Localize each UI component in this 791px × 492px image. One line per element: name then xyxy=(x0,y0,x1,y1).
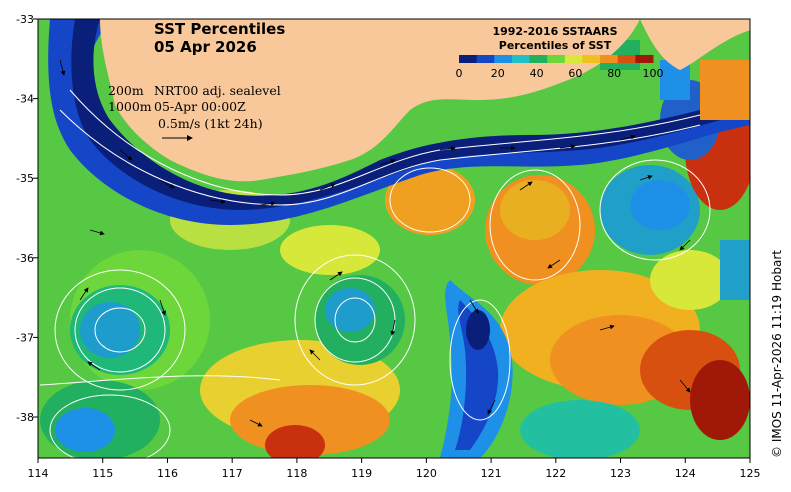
contour-depth-1000: 1000m xyxy=(108,99,152,114)
map-date: 05 Apr 2026 xyxy=(154,38,257,56)
legend-swatch xyxy=(459,55,478,63)
legend-tick-label: 0 xyxy=(456,67,463,80)
x-tick-label: 121 xyxy=(481,467,502,480)
x-tick-label: 115 xyxy=(92,467,113,480)
legend-swatch xyxy=(600,55,619,63)
x-tick-label: 123 xyxy=(610,467,631,480)
legend-swatch xyxy=(635,55,654,63)
x-tick-label: 117 xyxy=(222,467,243,480)
x-tick-label: 116 xyxy=(157,467,178,480)
plot-area xyxy=(38,19,750,458)
legend-swatch xyxy=(511,55,531,63)
y-tick-label: -33 xyxy=(16,13,34,26)
legend-subtitle: Percentiles of SST xyxy=(499,39,612,52)
legend-swatch xyxy=(617,55,636,63)
legend-swatch xyxy=(476,55,495,63)
legend-swatch xyxy=(494,55,513,63)
sst-field xyxy=(40,19,750,458)
x-tick-label: 120 xyxy=(416,467,437,480)
x-tick-label: 119 xyxy=(351,467,372,480)
plot-frame xyxy=(37,18,751,459)
arrow-scale-label: 0.5m/s (1kt 24h) xyxy=(158,116,263,131)
legend-tick-label: 100 xyxy=(643,67,664,80)
x-tick-label: 118 xyxy=(286,467,307,480)
y-tick-label: -35 xyxy=(16,172,34,185)
x-tick-label: 122 xyxy=(545,467,566,480)
map-title: SST Percentiles xyxy=(154,20,285,38)
y-tick-label: -36 xyxy=(16,252,34,265)
legend-swatch xyxy=(547,55,566,63)
legend-swatch xyxy=(529,55,548,63)
legend-colorbar xyxy=(459,55,654,63)
sealevel-source: NRT00 adj. sealevel xyxy=(154,83,281,98)
legend-tick-label: 20 xyxy=(491,67,505,80)
legend-swatch xyxy=(564,55,583,63)
contour-depth-200: 200m xyxy=(108,83,144,98)
x-axis: 114 115 116 117 118 119 120 121 122 123 124 125 xyxy=(28,458,761,480)
legend-title: 1992-2016 SSTAARS xyxy=(492,25,617,38)
legend-tick-label: 80 xyxy=(607,67,621,80)
x-tick-label: 125 xyxy=(740,467,761,480)
legend-swatch xyxy=(582,55,601,63)
legend-tick-label: 60 xyxy=(568,67,582,80)
current-arrows xyxy=(59,59,691,427)
y-tick-label: -37 xyxy=(16,331,34,344)
legend-tick-label: 40 xyxy=(530,67,544,80)
y-tick-label: -34 xyxy=(16,93,34,106)
x-tick-label: 124 xyxy=(675,467,696,480)
y-tick-label: -38 xyxy=(16,411,34,424)
credit-text: © IMOS 11-Apr-2026 11:19 Hobart xyxy=(770,250,784,458)
y-axis: -33 -34 -35 -36 -37 -38 xyxy=(16,13,38,424)
legend-ticks: 0 20 40 60 80 100 xyxy=(456,67,664,80)
x-tick-label: 114 xyxy=(28,467,49,480)
sealevel-time: 05-Apr 00:00Z xyxy=(154,99,246,114)
